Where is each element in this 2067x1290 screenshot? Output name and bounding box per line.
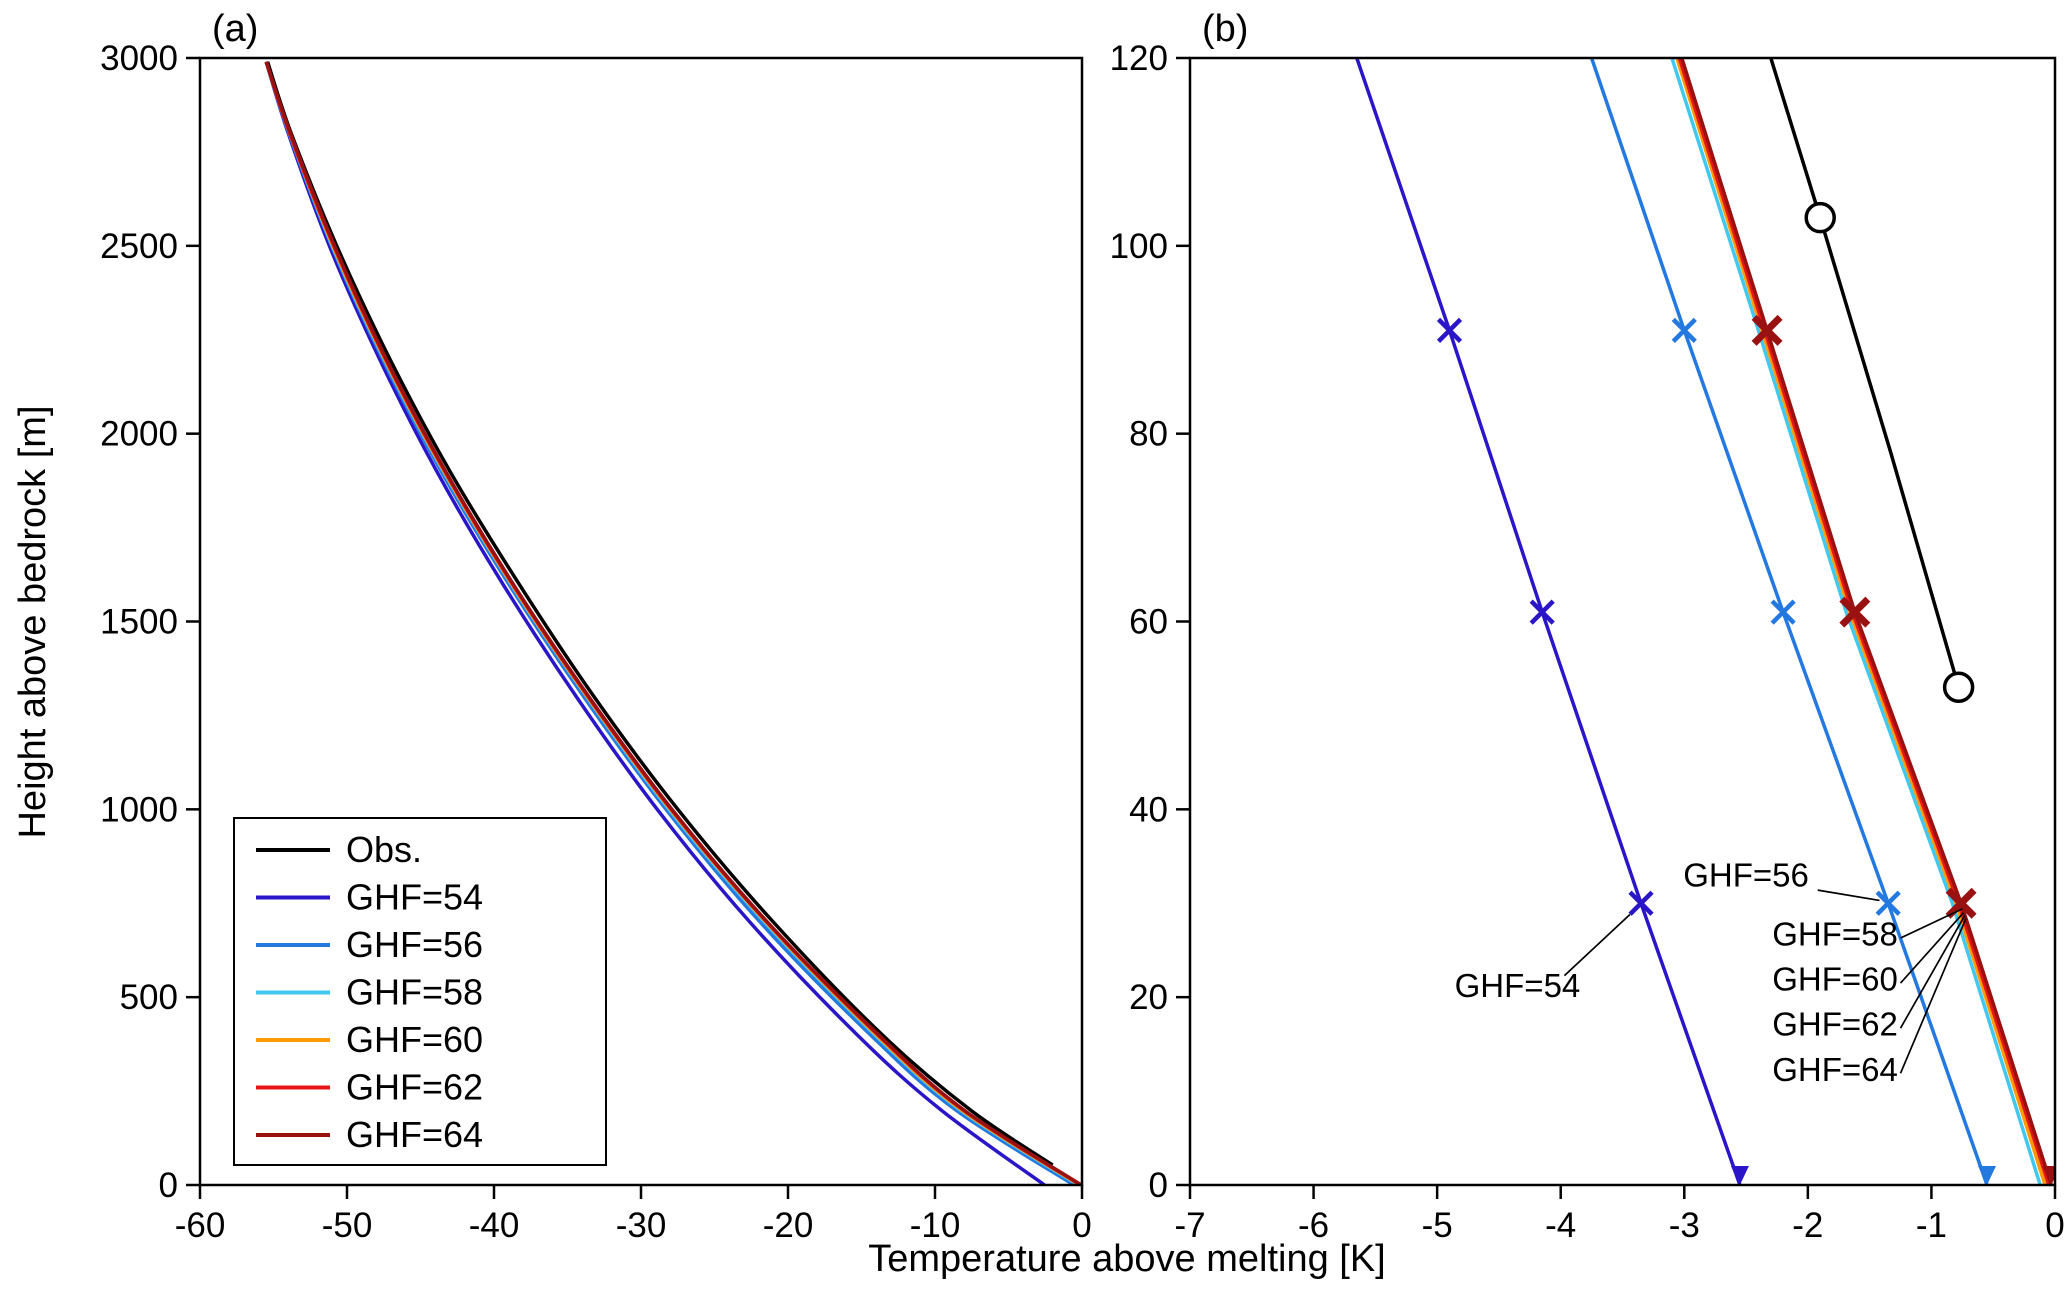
legend-item-obs: Obs. <box>256 829 422 870</box>
annotation-text: GHF=58 <box>1772 916 1898 953</box>
y-tick-label: 500 <box>120 978 178 1017</box>
legend-item-ghf-58: GHF=58 <box>256 972 483 1013</box>
annotation-text: GHF=62 <box>1772 1006 1898 1043</box>
x-tick-label: -2 <box>1792 1206 1823 1245</box>
plot-area-a <box>264 61 1082 1185</box>
y-tick-label: 40 <box>1129 790 1168 829</box>
series-line-ghf-58 <box>1670 58 2042 1185</box>
annotation-ghf-62: GHF=62 <box>1772 915 1966 1043</box>
x-tick-label: -3 <box>1669 1206 1700 1245</box>
x-tick-label: -10 <box>910 1206 961 1245</box>
annotation-leader-line <box>1899 912 1965 984</box>
x-marker-ghf-54 <box>1529 599 1555 625</box>
y-tick-label: 1500 <box>100 603 178 642</box>
x-tick-label: -4 <box>1545 1206 1576 1245</box>
legend: Obs. GHF=54 GHF=56 GHF=58 GHF=60 GHF=62 GHF=64 <box>233 817 607 1166</box>
circle-marker-obs <box>1942 671 1975 703</box>
x-tick-label: -7 <box>1174 1206 1205 1245</box>
panel-a-label: (a) <box>212 8 259 50</box>
legend-item-ghf-54: GHF=54 <box>256 877 483 918</box>
legend-label: GHF=54 <box>346 877 483 918</box>
y-tick-label: 100 <box>1110 227 1168 266</box>
y-tick-label: 60 <box>1129 603 1168 642</box>
x-marker-ghf-54 <box>1436 317 1463 343</box>
x-axis-label: Temperature above melting [K] <box>868 1238 1386 1280</box>
annotation-leader-line <box>1817 889 1880 902</box>
annotation-text: GHF=56 <box>1683 856 1809 893</box>
panel-a: -60 -50 -40 -30 -20 -10 0 0 500 1000 1500 2000 2500 3… <box>100 39 1092 1245</box>
legend-label: GHF=56 <box>346 924 483 965</box>
annotation-leader-line <box>1899 917 1967 1074</box>
y-tick-label: 0 <box>159 1166 178 1205</box>
y-tick-label: 1000 <box>100 790 178 829</box>
x-marker-ghf-64 <box>1945 887 1977 919</box>
annotation-text: GHF=54 <box>1455 967 1581 1004</box>
x-marker-ghf-54 <box>1628 890 1654 916</box>
y-tick-label: 2000 <box>100 415 178 454</box>
x-marker-ghf-64 <box>1839 596 1871 628</box>
x-marker-ghf-56 <box>1875 890 1901 916</box>
bed-arrow-ghf-56 <box>1978 1166 1996 1185</box>
bed-arrow-ghf-54 <box>1730 1166 1749 1185</box>
y-tick-label: 120 <box>1110 39 1168 78</box>
plot-area-b <box>1355 58 2055 1185</box>
series-line-obs <box>1769 58 1961 688</box>
x-tick-label: -6 <box>1298 1206 1329 1245</box>
legend-item-ghf-62: GHF=62 <box>256 1067 483 1108</box>
circle-marker-obs <box>1804 201 1836 234</box>
annotation-ghf-54: GHF=54 <box>1455 913 1631 1004</box>
series-line-ghf-64 <box>264 61 1082 1185</box>
series-line-ghf-54 <box>264 61 1046 1185</box>
legend-label: GHF=62 <box>346 1067 483 1108</box>
x-tick-label: 0 <box>1072 1206 1091 1245</box>
y-tick-label: 2500 <box>100 227 178 266</box>
legend-item-ghf-60: GHF=60 <box>256 1019 483 1060</box>
legend-item-ghf-64: GHF=64 <box>256 1114 483 1155</box>
x-marker-ghf-64 <box>1751 314 1783 346</box>
y-tick-label: 20 <box>1129 978 1168 1017</box>
x-tick-label: -50 <box>322 1206 373 1245</box>
x-marker-ghf-56 <box>1770 599 1796 625</box>
annotation-leader-line <box>1899 915 1966 1029</box>
x-marker-ghf-56 <box>1671 317 1697 343</box>
y-axis-label: Height above bedrock [m] <box>12 405 54 839</box>
annotation-leader-line <box>1900 908 1963 939</box>
x-tick-label: -30 <box>616 1206 667 1245</box>
annotation-text: GHF=64 <box>1772 1051 1898 1088</box>
legend-label: Obs. <box>346 829 422 870</box>
y-tick-label: 0 <box>1149 1166 1168 1205</box>
y-tick-label: 3000 <box>100 39 178 78</box>
annotation-ghf-56: GHF=56 <box>1683 856 1880 902</box>
legend-label: GHF=64 <box>346 1114 483 1155</box>
series-line-ghf-54 <box>1355 58 1742 1185</box>
panel-b-label: (b) <box>1202 8 1249 50</box>
legend-label: GHF=60 <box>346 1019 483 1060</box>
x-tick-label: -60 <box>175 1206 226 1245</box>
x-tick-label: -5 <box>1422 1206 1453 1245</box>
x-tick-label: 0 <box>2045 1206 2064 1245</box>
x-tick-label: -40 <box>469 1206 520 1245</box>
legend-label: GHF=58 <box>346 972 483 1013</box>
x-tick-label: -1 <box>1916 1206 1947 1245</box>
legend-item-ghf-56: GHF=56 <box>256 924 483 965</box>
annotation-text: GHF=60 <box>1772 961 1898 998</box>
annotation-ghf-58: GHF=58 <box>1772 908 1963 953</box>
annotation-ghf-64: GHF=64 <box>1772 917 1967 1088</box>
annotation-leader-line <box>1563 913 1631 977</box>
bed-arrow-ghf-64 <box>2042 1166 2055 1185</box>
panel-b: -7 -6 -5 -4 -3 -2 -1 0 0 20 40 60 80 100 120 GHF=54 GHF=… <box>1110 39 2065 1245</box>
x-tick-label: -20 <box>763 1206 814 1245</box>
series-line-obs <box>265 61 1054 1167</box>
annotation-ghf-60: GHF=60 <box>1772 912 1965 998</box>
y-tick-label: 80 <box>1129 415 1168 454</box>
